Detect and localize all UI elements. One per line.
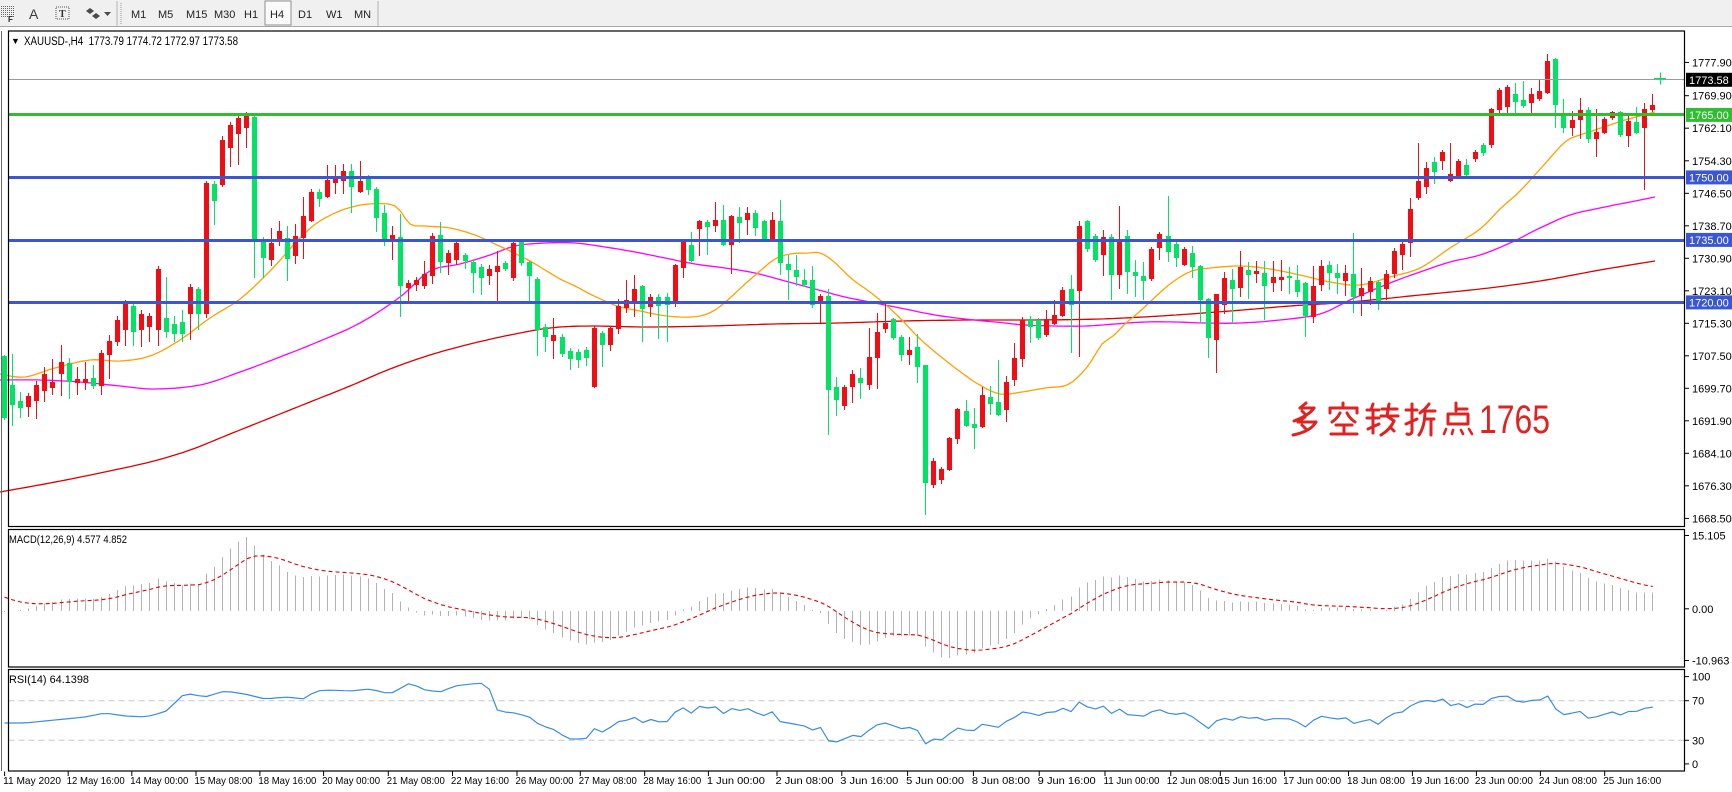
- svg-text:1773.58: 1773.58: [1689, 75, 1729, 87]
- svg-text:MACD(12,26,9) 4.577 4.852: MACD(12,26,9) 4.577 4.852: [9, 534, 127, 546]
- svg-text:1684.10: 1684.10: [1692, 448, 1732, 460]
- svg-text:1 Jun 00:00: 1 Jun 00:00: [707, 775, 765, 787]
- svg-text:1668.50: 1668.50: [1692, 513, 1732, 525]
- svg-text:-10.963: -10.963: [1692, 656, 1729, 668]
- svg-text:▼: ▼: [11, 36, 20, 46]
- svg-text:20 May 00:00: 20 May 00:00: [322, 775, 380, 787]
- svg-text:11 Jun 00:00: 11 Jun 00:00: [1104, 775, 1160, 787]
- svg-text:28 May 16:00: 28 May 16:00: [643, 775, 701, 787]
- svg-text:1699.70: 1699.70: [1692, 383, 1732, 395]
- svg-text:M1: M1: [131, 9, 146, 21]
- svg-text:70: 70: [1692, 696, 1704, 708]
- svg-text:14 May 00:00: 14 May 00:00: [130, 775, 188, 787]
- svg-text:23 Jun 00:00: 23 Jun 00:00: [1475, 775, 1533, 787]
- svg-text:0.00: 0.00: [1692, 604, 1713, 616]
- svg-text:15.105: 15.105: [1692, 531, 1726, 543]
- svg-text:18 Jun 08:00: 18 Jun 08:00: [1347, 775, 1405, 787]
- svg-text:H1: H1: [244, 9, 258, 21]
- svg-text:17 Jun 00:00: 17 Jun 00:00: [1283, 775, 1341, 787]
- svg-text:XAUUSD-,H4 1773.79 1774.72 17: XAUUSD-,H4 1773.79 1774.72 1772.97 1773.…: [24, 36, 238, 48]
- svg-text:25 Jun 16:00: 25 Jun 16:00: [1603, 775, 1661, 787]
- svg-text:1762.10: 1762.10: [1692, 123, 1732, 135]
- svg-text:100: 100: [1692, 672, 1710, 684]
- svg-text:1676.30: 1676.30: [1692, 481, 1732, 493]
- svg-text:12 May 16:00: 12 May 16:00: [67, 775, 125, 787]
- svg-text:1715.30: 1715.30: [1692, 318, 1732, 330]
- svg-text:F: F: [8, 15, 13, 24]
- svg-text:1735.00: 1735.00: [1689, 235, 1729, 247]
- svg-text:21 May 08:00: 21 May 08:00: [387, 775, 445, 787]
- svg-text:MN: MN: [354, 9, 371, 21]
- svg-text:24 Jun 08:00: 24 Jun 08:00: [1539, 775, 1597, 787]
- svg-text:15 May 08:00: 15 May 08:00: [195, 775, 253, 787]
- svg-text:RSI(14) 64.1398: RSI(14) 64.1398: [9, 674, 89, 686]
- svg-text:30: 30: [1692, 735, 1704, 747]
- svg-text:18 May 16:00: 18 May 16:00: [258, 775, 316, 787]
- svg-text:1765.00: 1765.00: [1689, 110, 1729, 122]
- svg-text:8 Jun 08:00: 8 Jun 08:00: [972, 775, 1030, 787]
- svg-text:11 May 2020: 11 May 2020: [3, 775, 61, 787]
- svg-text:M30: M30: [214, 9, 235, 21]
- svg-text:19 Jun 16:00: 19 Jun 16:00: [1411, 775, 1469, 787]
- svg-text:0: 0: [1692, 759, 1698, 771]
- svg-text:1723.10: 1723.10: [1692, 286, 1732, 298]
- svg-text:A: A: [29, 6, 39, 22]
- svg-text:3 Jun 16:00: 3 Jun 16:00: [840, 775, 898, 787]
- svg-text:1707.50: 1707.50: [1692, 351, 1732, 363]
- svg-text:9 Jun 16:00: 9 Jun 16:00: [1038, 775, 1096, 787]
- svg-text:M15: M15: [186, 9, 207, 21]
- svg-text:12 Jun 08:00: 12 Jun 08:00: [1167, 775, 1223, 787]
- svg-text:1754.30: 1754.30: [1692, 156, 1732, 168]
- svg-text:W1: W1: [326, 9, 343, 21]
- svg-text:1750.00: 1750.00: [1689, 172, 1729, 184]
- svg-text:T: T: [59, 9, 66, 20]
- svg-text:2 Jun 08:00: 2 Jun 08:00: [776, 775, 834, 787]
- svg-text:1769.90: 1769.90: [1692, 91, 1732, 103]
- svg-text:5 Jun 00:00: 5 Jun 00:00: [906, 775, 964, 787]
- svg-text:D1: D1: [298, 9, 312, 21]
- svg-text:1720.00: 1720.00: [1689, 297, 1729, 309]
- svg-text:27 May 08:00: 27 May 08:00: [579, 775, 637, 787]
- svg-text:1691.90: 1691.90: [1692, 416, 1732, 428]
- svg-text:15 Jun 16:00: 15 Jun 16:00: [1219, 775, 1277, 787]
- svg-text:M5: M5: [158, 9, 173, 21]
- svg-text:1777.90: 1777.90: [1692, 57, 1732, 69]
- svg-text:1765: 1765: [1479, 398, 1550, 442]
- svg-text:1746.50: 1746.50: [1692, 188, 1732, 200]
- svg-text:22 May 16:00: 22 May 16:00: [451, 775, 509, 787]
- svg-text:H4: H4: [270, 9, 284, 21]
- svg-text:26 May 00:00: 26 May 00:00: [516, 775, 574, 787]
- svg-text:1730.90: 1730.90: [1692, 253, 1732, 265]
- svg-text:1738.70: 1738.70: [1692, 221, 1732, 233]
